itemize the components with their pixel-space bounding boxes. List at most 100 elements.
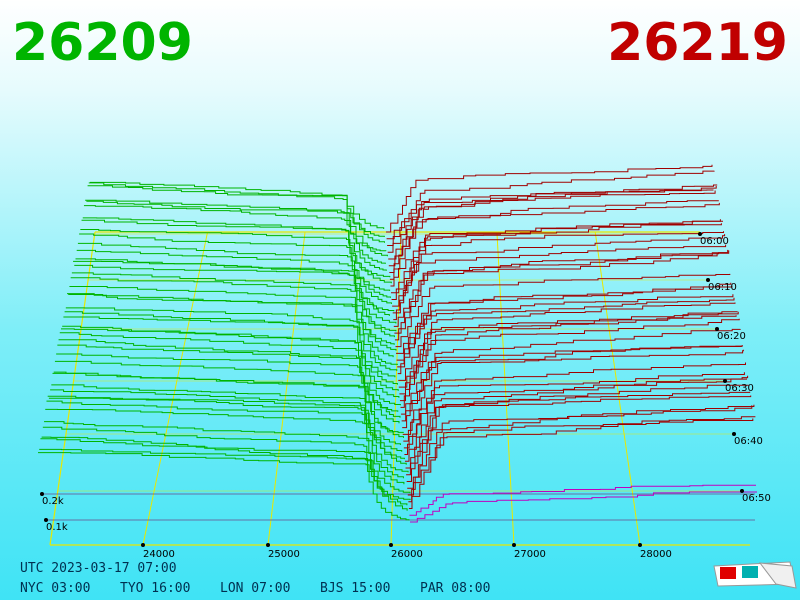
bid-depth-line	[73, 260, 397, 324]
time-label: 06:10	[708, 282, 737, 293]
ask-depth-line	[399, 311, 739, 402]
ask-depth-line	[386, 164, 713, 233]
price-label: 26000	[391, 549, 423, 560]
axis-labels: 24000 25000 26000 27000 28000 06:00 06:10 06:20…	[40, 232, 771, 560]
bid-depth-line	[50, 389, 403, 452]
ask-depth-line	[393, 244, 727, 321]
ask-depth-line	[387, 170, 715, 246]
grid-line	[267, 231, 306, 546]
tick-dot	[389, 543, 393, 547]
ask-depth-line	[399, 311, 738, 395]
ask-depth-line	[398, 302, 736, 381]
bid-depth-line	[76, 249, 392, 304]
ask-depth-line	[389, 202, 720, 280]
bid-depth-line	[48, 397, 405, 460]
ask-depth-line	[408, 416, 756, 510]
bid-depth-line	[81, 219, 391, 278]
ask-depth-line	[408, 404, 755, 503]
bid-depth-line	[59, 332, 400, 398]
time-label: 06:50	[742, 493, 771, 504]
ask-depth-line	[407, 418, 754, 496]
time-label: 06:40	[734, 436, 763, 447]
ask-depth-line	[389, 200, 719, 273]
bid-depth-line	[45, 408, 404, 479]
ask-depth-line	[391, 220, 723, 300]
ask-depth-line	[410, 491, 757, 523]
depth-label: 0.1k	[46, 522, 68, 533]
tick-dot	[141, 543, 145, 547]
utc-time: UTC 2023-03-17 07:00	[20, 561, 177, 576]
time-label: 06:30	[725, 383, 754, 394]
bid-depth-line	[86, 200, 387, 252]
bid-depth-line	[79, 233, 391, 291]
depth-label: 0.2k	[42, 496, 64, 507]
city-time: NYC 03:00	[20, 581, 90, 596]
bid-depth-line	[67, 293, 394, 358]
tick-dot	[40, 492, 44, 496]
price-label: 28000	[640, 549, 672, 560]
tick-dot	[740, 489, 744, 493]
bid-depth-line	[62, 325, 398, 385]
ask-depth-line	[403, 372, 745, 442]
time-label: 06:00	[700, 236, 729, 247]
price-label: 24000	[143, 549, 175, 560]
ask-depth-line	[391, 223, 722, 294]
bid-depth-line	[90, 181, 385, 229]
ask-depth-line	[388, 184, 718, 267]
bid-depth-line	[58, 339, 401, 406]
ask-depth-line	[397, 297, 735, 375]
bid-depth-line	[52, 372, 404, 438]
ask-depth-line	[406, 395, 752, 483]
ask-price: 26219	[607, 13, 788, 73]
price-label: 27000	[514, 549, 546, 560]
city-time: LON 07:00	[220, 581, 290, 596]
tick-dot	[732, 432, 736, 436]
tick-dot	[266, 543, 270, 547]
price-label: 25000	[268, 549, 300, 560]
bid-price: 26209	[12, 13, 193, 73]
grid-line	[496, 231, 515, 546]
grid-line	[142, 231, 209, 546]
ask-depth-line	[400, 318, 740, 408]
ask-depth-line	[404, 378, 747, 456]
tick-dot	[723, 379, 727, 383]
bid-depth-line	[71, 272, 397, 332]
city-time: TYO 16:00	[120, 581, 190, 596]
bid-depth-line	[85, 199, 388, 257]
ask-depth-line	[404, 375, 749, 462]
ask-depth-line	[402, 349, 744, 435]
bid-depth-line	[87, 185, 385, 243]
city-time: BJS 15:00	[320, 581, 390, 596]
ask-depth-line	[409, 484, 756, 516]
tick-dot	[512, 543, 516, 547]
tick-dot	[706, 278, 710, 282]
ask-depth-line	[405, 384, 749, 469]
bid-depth-line	[42, 426, 411, 494]
bid-depth-line	[77, 242, 391, 298]
bid-depth-line	[80, 229, 392, 284]
grid-line	[594, 231, 641, 546]
bid-depth-line	[56, 353, 401, 418]
tick-dot	[715, 327, 719, 331]
bid-depth-line	[65, 307, 398, 365]
bid-depth-line	[51, 384, 401, 445]
tick-dot	[698, 232, 702, 236]
bid-depth-line	[41, 436, 411, 500]
ask-depth-line	[407, 405, 753, 489]
ask-depth-line	[392, 234, 726, 314]
bid-depth-line	[68, 293, 397, 351]
bid-depth-line	[63, 316, 396, 378]
city-time: PAR 08:00	[420, 581, 490, 596]
bid-depth-line	[69, 285, 395, 345]
ask-depth-line	[396, 285, 733, 361]
bid-depth-line	[38, 452, 410, 521]
depth-curves	[38, 164, 757, 523]
ask-depth-line	[387, 190, 716, 253]
bid-depth-line	[54, 360, 400, 424]
ask-depth-line	[394, 250, 730, 341]
grid-line	[49, 231, 96, 546]
bid-depth-line	[64, 311, 398, 371]
ask-depth-line	[388, 186, 717, 260]
